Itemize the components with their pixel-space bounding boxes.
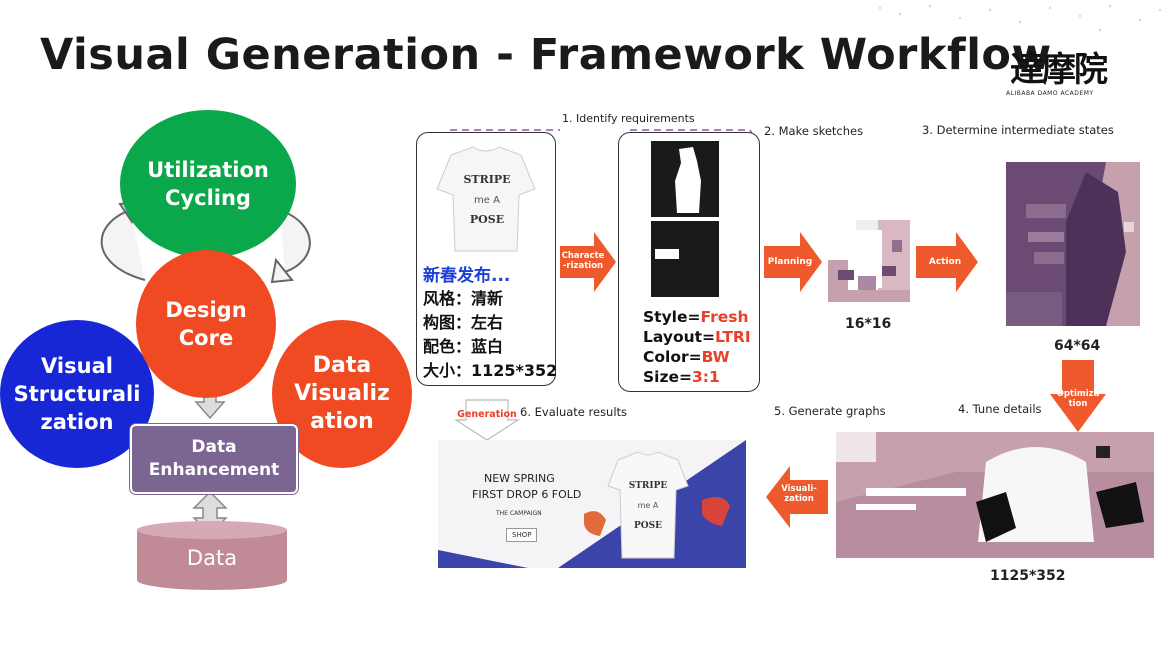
spec-size-value: 3:1 [692,368,720,386]
optimization-label: Optimiza tion [1056,389,1100,409]
spec-layout-key: Layout= [643,328,716,346]
spec-color-value: BW [701,348,730,366]
damo-logo-subtitle: ALIBABA DAMO ACADEMY [1006,90,1094,97]
banner-line-2: FIRST DROP 6 FOLD [472,488,582,501]
banner-shop-button[interactable]: SHOP [506,528,538,542]
damo-logo: 達摩院 [1010,50,1108,90]
planning-label: Planning [767,257,813,267]
dim-16x16: 16*16 [845,316,892,332]
step-5-label: 5. Generate graphs [774,404,886,418]
dim-64x64: 64*64 [1054,338,1101,354]
design-core-circle: Design Core [136,250,276,398]
sketch-masks [651,141,719,297]
tshirt-image: STRIPE me A POSE [436,146,536,252]
spec-style-key: Style= [643,308,701,326]
action-label: Action [928,257,962,267]
characterization-label: Characte -rization [561,251,605,271]
visual-structuralization-circle: Visual Structurali zation [0,320,154,468]
spec-size-key: Size= [643,368,692,386]
design-core-label: Design Core [165,298,247,350]
page-title: Visual Generation - Framework Workflow [40,30,1052,80]
spec-color-key: Color= [643,348,702,366]
final-banner: STRIPE me A POSE NEW SPRING FIRST DROP 6… [438,440,746,568]
spec-style-value: Fresh [700,308,749,326]
visualization-label: Visuali- zation [781,484,817,504]
requirement-color: 配色：蓝白 [423,337,504,356]
banner-line-3: THE CAMPAIGN [496,510,542,517]
sketch-16x16 [828,220,910,302]
planning-arrow-icon [764,232,822,292]
tshirt-text-2: me A [474,195,500,206]
generation-arrow-icon [453,399,521,441]
visualization-arrow-icon [766,466,828,528]
action-arrow-icon [916,232,978,292]
tshirt-text-3: POSE [470,213,504,226]
intermediate-64x64 [1006,162,1140,326]
requirement-layout: 构图：左右 [423,313,504,332]
characterization-arrow-icon [560,232,616,292]
data-label: Data [186,546,238,570]
step-3-label: 3. Determine intermediate states [922,123,1114,137]
step-4-label: 4. Tune details [958,402,1042,416]
decorative-dots [878,4,1162,32]
utilization-cycling-label: Utilization Cycling [147,158,269,210]
utilization-cycling-circle: Utilization Cycling [120,110,296,258]
tshirt-text-1: STRIPE [463,173,510,186]
curved-arrow-left-icon [100,209,146,281]
spec-layout-value: LTRI [715,328,751,346]
data-enhancement-label: Data Enhancement [148,437,280,480]
requirement-style: 风格：清新 [423,289,504,308]
step-6-label: 6. Evaluate results [520,405,628,419]
data-visualization-circle: Data Visualiz ation [272,320,412,468]
requirements-panel: STRIPE me A POSE 新春发布... 风格：清新 构图：左右 配色：… [416,132,558,386]
requirement-size: 大小：1125*352 [423,361,558,380]
data-cylinder [137,521,287,590]
data-enhancement-box: Data Enhancement [130,424,298,494]
data-visualization-label: Data Visualiz ation [294,353,390,434]
curved-arrow-right-icon [279,209,311,273]
optimization-arrow-icon [1050,360,1106,432]
dim-1125x352: 1125*352 [990,568,1066,584]
sketch-panel: Style=Fresh Layout=LTRI Color=BW Size=3:… [618,132,760,392]
banner-shirt-text-1: STRIPE [629,481,668,491]
banner-shirt-text-3: POSE [634,521,662,531]
step-2-label: 2. Make sketches [764,124,864,138]
banner-shirt-text-2: me A [638,501,659,510]
step-1-label: 1. Identify requirements [562,112,695,125]
generation-label: Generation [457,409,517,420]
requirement-headline: 新春发布... [423,266,511,286]
detailed-1125x352 [836,432,1154,558]
visual-structuralization-label: Visual Structurali zation [13,354,141,434]
banner-line-1: NEW SPRING [484,472,555,485]
